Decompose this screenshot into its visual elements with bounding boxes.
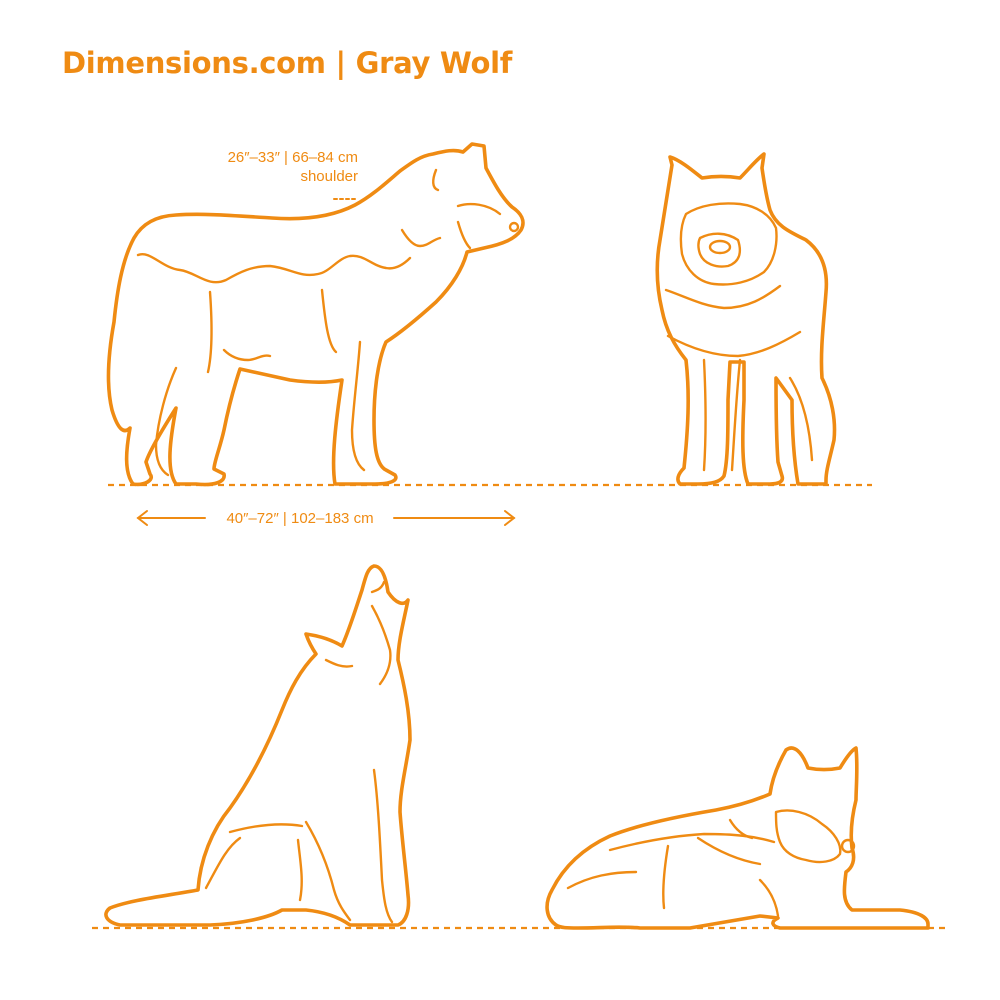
wolf-lying-view	[545, 746, 930, 930]
shoulder-height-measure: 26″–33″ | 66–84 cm	[228, 149, 358, 166]
wolf-front-view	[655, 152, 837, 486]
body-length-dimension	[136, 510, 516, 526]
shoulder-height-label: shoulder	[300, 168, 358, 185]
wolf-side-view	[106, 142, 525, 487]
wolf-howling-view	[104, 564, 412, 927]
body-length-measure: 40″–72″ | 102–183 cm	[226, 510, 373, 527]
page-title: Dimensions.com | Gray Wolf	[62, 46, 513, 80]
